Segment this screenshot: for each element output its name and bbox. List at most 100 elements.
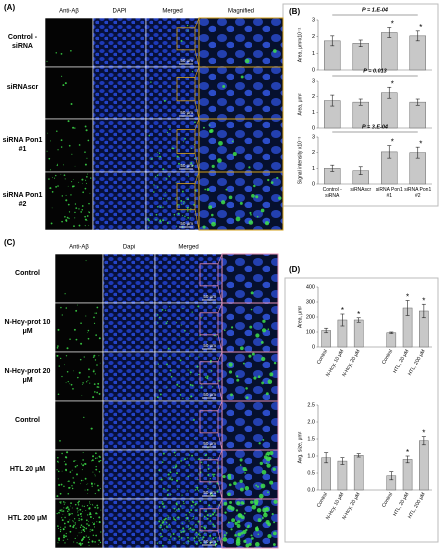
speckle (260, 340, 264, 344)
speckle (199, 534, 201, 537)
speckle (67, 185, 69, 187)
scale-bar-label: 50 μm (203, 294, 216, 299)
speckle (177, 488, 179, 490)
speckle (181, 531, 183, 533)
y-tick-label: 0.5 (307, 470, 315, 476)
speckle (215, 500, 216, 502)
speckle (48, 157, 51, 160)
speckle (255, 527, 260, 532)
speckle (80, 342, 83, 345)
speckle (83, 416, 85, 418)
speckle (71, 507, 73, 509)
column-header: Anti-Aβ (69, 245, 89, 251)
speckle (261, 381, 265, 385)
speckle (239, 346, 244, 351)
speckle (228, 370, 233, 374)
speckle (49, 187, 52, 190)
speckle (51, 191, 54, 193)
speckle (199, 532, 201, 534)
speckle (182, 397, 184, 399)
speckle (261, 328, 267, 333)
column-header: DAPI (112, 9, 126, 15)
y-tick-label: 3 (312, 17, 315, 23)
speckle (178, 385, 180, 388)
speckle (79, 543, 82, 546)
micrograph (92, 66, 147, 120)
column-header: Merged (162, 9, 182, 15)
speckle (179, 530, 181, 532)
speckle (63, 460, 65, 462)
speckle (198, 356, 200, 358)
speckle (166, 222, 169, 224)
speckle (67, 481, 69, 482)
micrograph (54, 302, 104, 353)
speckle (194, 121, 196, 124)
speckle (180, 40, 183, 43)
speckle (65, 307, 68, 309)
speckle (272, 543, 276, 546)
speckle (192, 516, 195, 518)
speckle (264, 507, 270, 512)
speckle (93, 322, 96, 324)
speckle (84, 462, 87, 466)
speckle (78, 371, 81, 374)
speckle (86, 157, 88, 159)
speckle (96, 508, 98, 510)
speckle (225, 188, 228, 191)
speckle (94, 493, 96, 495)
speckle (175, 509, 178, 511)
speckle (63, 164, 64, 166)
speckle (73, 541, 75, 543)
speckle (191, 311, 193, 313)
speckle (257, 518, 262, 523)
speckle (82, 525, 84, 528)
micrograph (221, 351, 279, 402)
speckle (159, 155, 162, 158)
speckle (71, 181, 73, 183)
speckle (178, 203, 180, 206)
speckle (207, 464, 210, 467)
speckle (87, 329, 90, 332)
speckle (65, 199, 68, 202)
speckle (92, 504, 94, 506)
speckle (56, 347, 59, 349)
speckle (65, 532, 67, 535)
speckle (267, 178, 270, 182)
speckle (272, 531, 277, 536)
panel-d-frame (284, 277, 439, 543)
speckle (188, 528, 190, 530)
speckle (96, 391, 98, 394)
speckle (269, 372, 274, 377)
speckle (204, 532, 206, 534)
speckle (206, 514, 209, 517)
speckle (173, 213, 176, 216)
speckle (93, 316, 95, 319)
micrograph (54, 253, 104, 304)
speckle (197, 305, 200, 308)
speckle (65, 535, 67, 538)
row-label: Control (15, 269, 40, 277)
speckle (150, 81, 152, 83)
speckle (73, 460, 75, 462)
speckle (218, 140, 223, 146)
speckle (82, 452, 84, 453)
speckle (171, 478, 173, 481)
speckle (162, 206, 164, 208)
speckle (265, 519, 270, 525)
scale-bar-label: 50 μm (203, 490, 216, 495)
speckle (56, 164, 58, 167)
speckle (210, 213, 214, 217)
speckle (245, 387, 248, 390)
speckle (149, 214, 151, 217)
speckle (215, 543, 217, 545)
x-tick-label: Control (381, 349, 394, 366)
speckle (83, 530, 86, 533)
speckle (56, 469, 58, 471)
speckle (65, 469, 67, 472)
speckle (175, 465, 178, 468)
speckle (167, 198, 169, 200)
speckle (81, 208, 83, 211)
speckle (78, 208, 80, 210)
speckle (77, 535, 79, 537)
significance-star: * (391, 138, 394, 147)
